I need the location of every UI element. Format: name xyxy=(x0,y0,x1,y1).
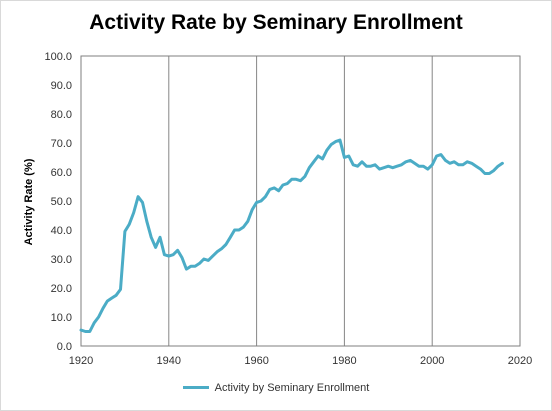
x-tick-labels: 1920 1940 1960 1980 2000 2020 xyxy=(69,355,532,367)
x-tick-label: 1980 xyxy=(332,355,356,367)
y-tick-label: 50.0 xyxy=(51,196,72,208)
y-tick-label: 70.0 xyxy=(51,138,72,150)
legend-label: Activity by Seminary Enrollment xyxy=(214,382,370,394)
legend-swatch xyxy=(182,385,209,389)
x-tick-label: 2020 xyxy=(508,355,532,367)
y-tick-label: 10.0 xyxy=(51,312,72,324)
x-tick-label: 1920 xyxy=(69,355,93,367)
series-layer xyxy=(79,138,504,333)
series-line xyxy=(79,138,504,333)
y-tick-label: 90.0 xyxy=(51,80,72,92)
x-tick-label: 1940 xyxy=(157,355,181,367)
x-tick-label: 2000 xyxy=(420,355,444,367)
y-tick-label: 0.0 xyxy=(57,341,72,353)
y-tick-label: 60.0 xyxy=(51,167,72,179)
y-tick-label: 30.0 xyxy=(51,254,72,266)
plot-area-border xyxy=(80,55,521,347)
legend: Activity by Seminary Enrollment xyxy=(1,382,551,394)
gridlines xyxy=(168,56,433,346)
y-tick-label: 80.0 xyxy=(51,109,72,121)
chart-title: Activity Rate by Seminary Enrollment xyxy=(89,11,463,34)
y-tick-label: 100.0 xyxy=(44,51,72,63)
y-tick-label: 40.0 xyxy=(51,225,72,237)
x-tick-label: 1960 xyxy=(244,355,268,367)
y-axis-label: Activity Rate (%) xyxy=(23,158,35,245)
y-tick-label: 20.0 xyxy=(51,283,72,295)
y-tick-labels: 0.0 10.0 20.0 30.0 40.0 50.0 60.0 70.0 80.0 90.0 1… xyxy=(44,51,72,353)
